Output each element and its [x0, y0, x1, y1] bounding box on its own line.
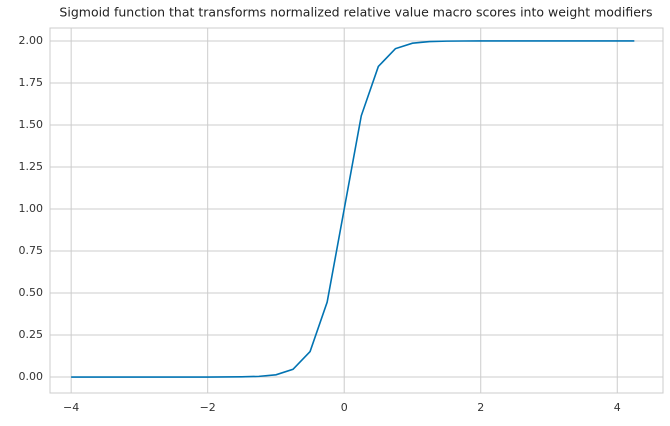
x-tick-label: 4: [614, 401, 621, 414]
x-tick-label: −4: [63, 401, 79, 414]
y-tick-label: 2.00: [19, 34, 44, 47]
y-tick-label: 0.00: [19, 370, 44, 383]
x-tick-label: −2: [200, 401, 216, 414]
y-tick-label: 0.50: [19, 286, 44, 299]
plot-frame: [49, 27, 664, 394]
y-tick-label: 1.00: [19, 202, 44, 215]
y-tick-label: 1.75: [19, 76, 44, 89]
line: [71, 40, 635, 378]
y-tick-label: 1.50: [19, 118, 44, 131]
x-tick-label: 2: [477, 401, 484, 414]
y-tick-label: 1.25: [19, 160, 44, 173]
y-tick-label: 0.25: [19, 328, 44, 341]
x-tick-label: 0: [341, 401, 348, 414]
chart-title: Sigmoid function that transforms normali…: [59, 5, 652, 20]
y-tick-label: 0.75: [19, 244, 44, 257]
